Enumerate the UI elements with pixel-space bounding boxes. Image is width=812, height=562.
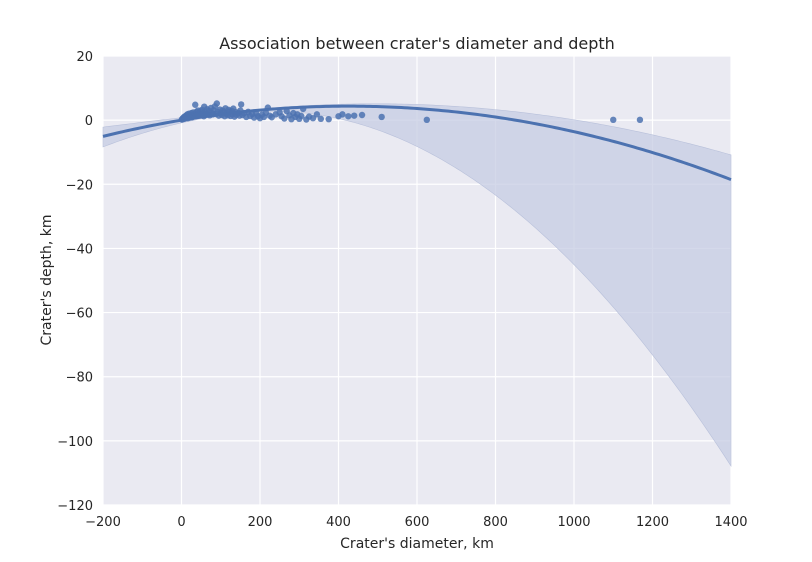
data-point: [313, 111, 321, 118]
y-tick-label: −20: [66, 178, 93, 193]
data-point: [309, 115, 317, 122]
y-tick-label: −120: [57, 499, 93, 514]
data-point: [317, 115, 325, 123]
y-tick-label: 20: [76, 50, 93, 65]
x-axis-label: Crater's diameter, km: [340, 536, 494, 552]
data-point: [237, 101, 245, 108]
x-tick-label: 1400: [714, 515, 747, 530]
y-tick-label: −100: [57, 435, 93, 450]
chart-title: Association between crater's diameter an…: [219, 34, 615, 53]
data-point: [378, 113, 385, 121]
x-tick-label: 600: [405, 515, 430, 530]
x-tick-label: 0: [177, 515, 185, 530]
data-point: [345, 113, 352, 120]
x-tick-labels: −200 0 200 400 600 800 1000 1200 1400: [85, 515, 747, 530]
y-tick-label: 0: [85, 114, 93, 129]
data-point: [298, 112, 305, 120]
x-tick-label: 1000: [557, 515, 590, 530]
x-tick-label: −200: [85, 515, 121, 530]
data-point: [264, 104, 272, 111]
data-point: [281, 115, 288, 122]
data-point: [636, 116, 644, 124]
y-tick-label: −80: [66, 371, 93, 386]
data-point: [358, 111, 366, 119]
x-tick-label: 800: [483, 515, 508, 530]
y-tick-label: −40: [66, 242, 93, 257]
data-point: [339, 111, 346, 118]
data-point: [610, 116, 617, 124]
grid: [102, 55, 732, 506]
x-tick-label: 400: [326, 515, 351, 530]
y-tick-labels: −120 −100 −80 −60 −40 −20 0 20: [57, 50, 93, 514]
data-point: [192, 101, 199, 108]
x-tick-label: 1200: [636, 515, 669, 530]
data-point: [325, 115, 332, 123]
data-point: [423, 116, 431, 124]
y-axis-label: Crater's depth, km: [39, 215, 55, 346]
data-point: [213, 100, 221, 107]
data-point: [299, 105, 307, 113]
x-tick-label: 200: [248, 515, 273, 530]
points-layer: [178, 100, 644, 124]
data-point: [351, 112, 358, 119]
y-tick-label: −60: [66, 307, 93, 322]
